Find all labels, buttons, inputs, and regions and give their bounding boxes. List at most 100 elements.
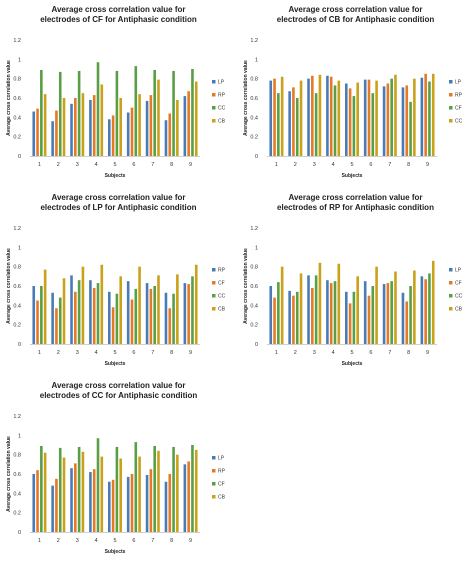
bar-cb-subject-2: [62, 457, 66, 532]
x-tick-label: 7: [151, 350, 154, 356]
bar-rp-subject-5: [111, 115, 115, 156]
x-tick-label: 3: [76, 538, 79, 544]
bar-cc-subject-8: [409, 286, 412, 344]
chart-lp: Average cross correlation value for elect…: [0, 188, 237, 376]
y-tick-label: 0.4: [13, 115, 21, 121]
legend-label-rp: RP: [218, 268, 226, 274]
chart-title-line: Average cross correlation value for: [52, 193, 186, 202]
legend-label-rp: RP: [455, 93, 463, 99]
bar-cc-subject-7: [153, 69, 156, 156]
bar-lp-subject-8: [401, 292, 405, 344]
bar-lp-subject-7: [145, 474, 149, 532]
x-tick-label: 1: [275, 350, 278, 356]
bar-lp-subject-8: [164, 120, 168, 156]
bar-lp-subject-8: [164, 481, 168, 532]
chart-title-line: Average cross correlation value for: [289, 193, 423, 202]
x-tick-label: 2: [57, 538, 60, 544]
y-tick-label: 1.2: [250, 38, 258, 44]
bar-cc-subject-3: [318, 74, 322, 156]
x-tick-label: 1: [38, 350, 41, 356]
chart-title-line: Average cross correlation value for: [289, 5, 423, 14]
bar-cb-subject-9: [194, 449, 198, 532]
bar-cf-subject-8: [409, 101, 412, 156]
legend-swatch-cc: [449, 119, 453, 123]
bar-cc-subject-6: [134, 66, 138, 156]
y-tick-label: 0.4: [13, 491, 21, 497]
bar-cf-subject-3: [77, 446, 81, 532]
bar-cf-subject-9: [424, 279, 427, 344]
legend-swatch-cb: [212, 495, 216, 499]
bar-rp-subject-9: [424, 73, 427, 156]
bar-cc-subject-6: [371, 286, 375, 344]
y-tick-label: 0.6: [250, 96, 258, 102]
y-tick-label: 1.2: [250, 226, 258, 232]
bar-cc-subject-1: [40, 286, 43, 344]
legend-label-lp: LP: [455, 268, 462, 274]
bar-rp-subject-5: [348, 88, 352, 156]
x-tick-label: 6: [132, 538, 135, 544]
bar-rp-subject-2: [55, 110, 58, 156]
x-tick-label: 9: [189, 538, 192, 544]
chart-svg: Average cross correlation value forelect…: [6, 193, 226, 367]
bar-cb-subject-7: [157, 450, 160, 532]
legend-label-cc: CC: [455, 294, 463, 300]
y-tick-label: 0.4: [250, 303, 258, 309]
bar-lp-subject-9: [420, 276, 424, 344]
x-tick-label: 8: [170, 538, 173, 544]
legend-swatch-cb: [212, 307, 216, 311]
chart-cb: Average cross correlation value for elect…: [237, 0, 474, 188]
x-tick-label: 8: [170, 162, 173, 168]
legend-swatch-cf: [212, 482, 216, 486]
y-tick-label: 1: [18, 433, 21, 439]
bar-lp-subject-1: [269, 286, 273, 344]
bar-cc-subject-8: [172, 293, 175, 344]
y-tick-label: 1: [255, 245, 258, 251]
x-tick-label: 8: [407, 350, 410, 356]
y-tick-label: 0.2: [13, 135, 21, 141]
bar-lp-subject-7: [382, 284, 386, 344]
bar-cf-subject-8: [172, 446, 175, 532]
bar-cf-subject-5: [115, 446, 119, 532]
legend-swatch-cb: [212, 119, 216, 123]
bar-lp-subject-6: [363, 79, 367, 156]
bar-lp-subject-5: [345, 291, 348, 344]
bar-cb-subject-4: [100, 84, 104, 156]
bar-cc-subject-3: [77, 280, 81, 344]
bar-cc-subject-7: [394, 74, 397, 156]
legend-swatch-lp: [449, 268, 453, 272]
bar-cf-subject-3: [74, 291, 77, 344]
bar-rp-subject-3: [74, 463, 77, 532]
bar-cc-subject-5: [356, 82, 359, 156]
y-tick-label: 0.8: [250, 265, 258, 271]
legend-label-cf: CF: [218, 482, 225, 488]
bar-rp-subject-2: [51, 292, 54, 344]
bar-cf-subject-5: [352, 96, 356, 156]
y-tick-label: 0.2: [13, 323, 21, 329]
bar-cf-subject-7: [153, 445, 156, 532]
y-tick-label: 0.8: [13, 453, 21, 459]
x-tick-label: 4: [95, 350, 98, 356]
bar-rp-subject-6: [126, 281, 130, 344]
chart-title-line: electrodes of RP for Antiphasic conditio…: [277, 203, 434, 212]
y-tick-label: 0.2: [250, 323, 258, 329]
y-tick-label: 0.6: [13, 96, 21, 102]
bar-rp-subject-5: [108, 291, 111, 344]
bar-rp-subject-9: [187, 461, 190, 532]
bar-lp-subject-6: [363, 281, 367, 344]
x-tick-label: 2: [294, 162, 297, 168]
x-tick-label: 7: [151, 162, 154, 168]
y-tick-label: 0: [18, 530, 21, 536]
bar-cb-subject-1: [43, 269, 47, 344]
bar-cb-subject-8: [176, 274, 179, 344]
bar-lp-subject-6: [126, 476, 130, 532]
legend-label-cb: CB: [218, 307, 226, 313]
y-axis-label: Average cross correlation value: [243, 60, 249, 136]
bar-rp-subject-7: [145, 283, 149, 344]
bar-rp-subject-6: [130, 474, 134, 532]
legend-swatch-cf: [449, 281, 453, 285]
bar-cb-subject-9: [194, 81, 198, 156]
bar-rp-subject-2: [55, 478, 58, 532]
bar-cf-subject-1: [277, 93, 280, 156]
y-axis-label: Average cross correlation value: [243, 248, 249, 324]
legend-label-rp: RP: [218, 93, 226, 99]
